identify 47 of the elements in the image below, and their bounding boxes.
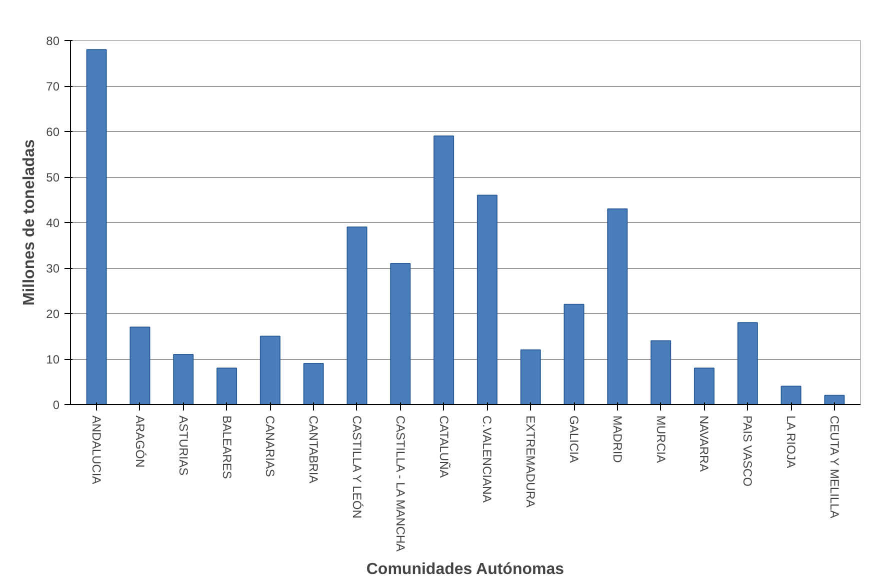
bar — [564, 304, 584, 404]
y-tick-label: 20 — [46, 307, 60, 321]
bar — [303, 363, 324, 404]
x-tick-label: NAVARRA — [697, 416, 712, 472]
bar — [737, 322, 758, 404]
x-tick-label: C.VALENCIANA — [480, 416, 494, 503]
x-tick-label: GALICIA — [567, 416, 582, 463]
y-tick-label: 30 — [46, 262, 60, 276]
x-tick-label: MADRID — [610, 416, 624, 464]
bar — [520, 349, 541, 404]
x-tick-label: CANARIAS — [263, 416, 278, 477]
x-tick-label: EXTREMADURA — [524, 416, 538, 508]
bar — [86, 49, 107, 404]
x-tick-label: CANTABRIA — [306, 416, 321, 484]
x-tick-label: PAIS VASCO — [740, 416, 755, 486]
x-tick-label: LA RIOJA — [784, 416, 798, 468]
x-tick-label: ARAGÓN — [132, 416, 147, 468]
bar — [130, 326, 150, 404]
y-tick-label: 10 — [46, 352, 60, 366]
x-tick-label: MURCIA — [654, 416, 668, 463]
x-tick-label: CASTILLA Y LEÓN — [350, 416, 364, 518]
y-tick-label: 60 — [46, 125, 60, 139]
bar — [260, 336, 280, 404]
bar — [390, 262, 411, 404]
y-tick-label: 40 — [46, 216, 60, 230]
y-tick-label: 0 — [52, 398, 60, 412]
x-tick-label: ASTURIAS — [176, 416, 190, 476]
bar — [434, 136, 454, 404]
x-tick-label: ANDALUCIA — [90, 416, 104, 484]
x-tick-label: CEUTA Y MELILLA — [827, 416, 842, 518]
x-tick-label: BALEARES — [220, 416, 234, 479]
x-tick-label: CASTILLA - LA MANCHA — [393, 416, 408, 552]
x-axis-title: Comunidades Autónomas — [366, 560, 564, 578]
bar — [476, 194, 498, 404]
bar — [780, 386, 802, 404]
bar — [694, 368, 715, 404]
bar — [824, 394, 845, 404]
y-tick-label: 50 — [46, 170, 60, 184]
y-tick-label: 80 — [46, 34, 60, 48]
y-tick-label: 70 — [46, 80, 60, 94]
y-axis-title: Millones de toneladas — [21, 139, 38, 306]
bar — [173, 354, 194, 404]
bar — [607, 208, 628, 404]
bar — [216, 368, 238, 404]
bar — [346, 226, 368, 404]
x-tick-label: CATALUÑA — [436, 416, 451, 478]
bar — [650, 340, 672, 404]
